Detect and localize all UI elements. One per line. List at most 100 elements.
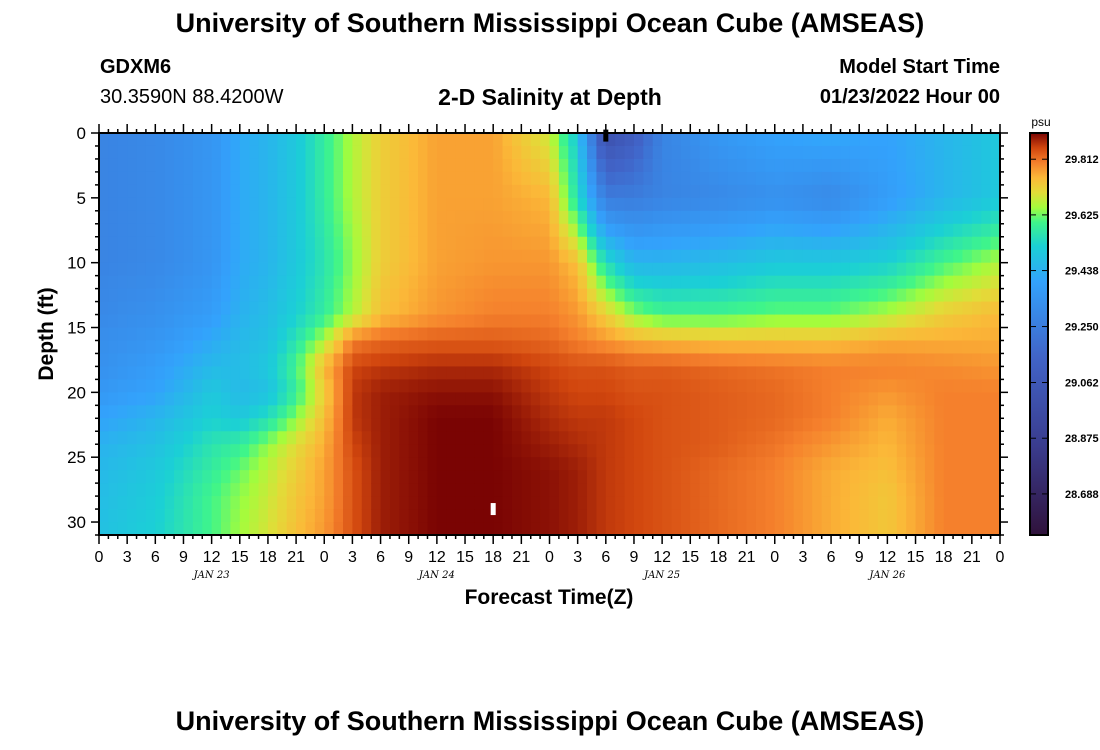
heatmap-cell <box>877 483 888 497</box>
heatmap-cell <box>164 353 175 368</box>
heatmap-cell <box>812 262 823 277</box>
heatmap-cell <box>793 133 804 147</box>
x-tick-label: 12 <box>428 549 446 566</box>
heatmap-cell <box>530 314 541 329</box>
heatmap-cell <box>258 158 269 173</box>
heatmap-cell <box>108 262 119 277</box>
heatmap-cell <box>859 145 870 160</box>
heatmap-cell <box>840 418 851 432</box>
heatmap-cell <box>746 392 757 406</box>
heatmap-cell <box>145 522 156 536</box>
heatmap-cell <box>680 340 691 355</box>
heatmap-cell <box>643 236 654 251</box>
heatmap-cell <box>296 340 307 355</box>
heatmap-cell <box>305 288 316 303</box>
heatmap-cell <box>117 171 128 186</box>
heatmap-cell <box>643 197 654 212</box>
heatmap-cell <box>896 236 907 251</box>
heatmap-cell <box>821 184 832 199</box>
heatmap-cell <box>389 327 400 342</box>
heatmap-cell <box>483 405 494 419</box>
heatmap-cell <box>615 171 626 186</box>
heatmap-cell <box>361 301 372 316</box>
heatmap-cell <box>737 418 748 432</box>
heatmap-cell <box>352 457 363 471</box>
heatmap-cell <box>896 444 907 458</box>
heatmap-cell <box>145 327 156 342</box>
heatmap-cell <box>145 509 156 523</box>
heatmap-cell <box>840 236 851 251</box>
heatmap-cell <box>155 509 166 523</box>
heatmap-cell <box>896 133 907 147</box>
heatmap-cell <box>117 184 128 199</box>
heatmap-cell <box>465 262 476 277</box>
heatmap-cell <box>643 405 654 419</box>
heatmap-cell <box>324 340 335 355</box>
heatmap-cell <box>568 379 579 393</box>
heatmap-cell <box>540 249 551 264</box>
heatmap-cell <box>511 133 522 147</box>
heatmap-cell <box>793 210 804 225</box>
heatmap-cell <box>99 288 109 303</box>
heatmap-cell <box>164 210 175 225</box>
heatmap-cell <box>267 353 278 368</box>
heatmap-cell <box>145 210 156 225</box>
heatmap-cell <box>192 249 203 264</box>
heatmap-cell <box>296 496 307 510</box>
heatmap-cell <box>953 275 964 290</box>
heatmap-cell <box>821 145 832 160</box>
heatmap-cell <box>408 249 419 264</box>
heatmap-cell <box>230 522 241 536</box>
heatmap-cell <box>99 522 109 536</box>
heatmap-cell <box>408 301 419 316</box>
heatmap-cell <box>849 496 860 510</box>
heatmap-cell <box>943 301 954 316</box>
heatmap-cell <box>718 236 729 251</box>
heatmap-cell <box>812 210 823 225</box>
heatmap-cell <box>174 184 185 199</box>
heatmap-cell <box>943 158 954 173</box>
heatmap-cell <box>699 353 710 368</box>
heatmap-cell <box>127 171 138 186</box>
heatmap-cell <box>877 431 888 445</box>
heatmap-cell <box>221 327 231 342</box>
heatmap-cell <box>784 340 795 355</box>
heatmap-cell <box>709 457 720 471</box>
heatmap-cell <box>108 353 119 368</box>
heatmap-cell <box>990 444 1001 458</box>
heatmap-cell <box>174 457 185 471</box>
heatmap-cell <box>924 405 935 419</box>
heatmap-cell <box>221 392 231 406</box>
heatmap-cell <box>343 184 354 199</box>
heatmap-cell <box>249 275 260 290</box>
heatmap-cell <box>962 522 973 536</box>
heatmap-cell <box>896 353 907 368</box>
heatmap-cell <box>192 444 203 458</box>
heatmap-cell <box>887 392 898 406</box>
heatmap-cell <box>615 496 626 510</box>
heatmap-cell <box>981 145 992 160</box>
heatmap-cell <box>671 496 682 510</box>
heatmap-cell <box>887 210 898 225</box>
heatmap-cell <box>859 392 870 406</box>
heatmap-cell <box>371 288 382 303</box>
heatmap-cell <box>446 262 457 277</box>
heatmap-cell <box>962 236 973 251</box>
heatmap-cell <box>164 405 175 419</box>
heatmap-cell <box>343 483 354 497</box>
heatmap-cell <box>239 496 250 510</box>
heatmap-cell <box>662 496 673 510</box>
heatmap-cell <box>868 340 879 355</box>
heatmap-cell <box>587 158 598 173</box>
heatmap-cell <box>727 184 738 199</box>
heatmap-cell <box>155 340 166 355</box>
heatmap-cell <box>183 379 194 393</box>
heatmap-cell <box>662 340 673 355</box>
heatmap-cell <box>868 418 879 432</box>
heatmap-cell <box>849 353 860 368</box>
heatmap-cell <box>183 392 194 406</box>
heatmap-cell <box>990 431 1001 445</box>
heatmap-cell <box>183 133 194 147</box>
heatmap-cell <box>746 236 757 251</box>
